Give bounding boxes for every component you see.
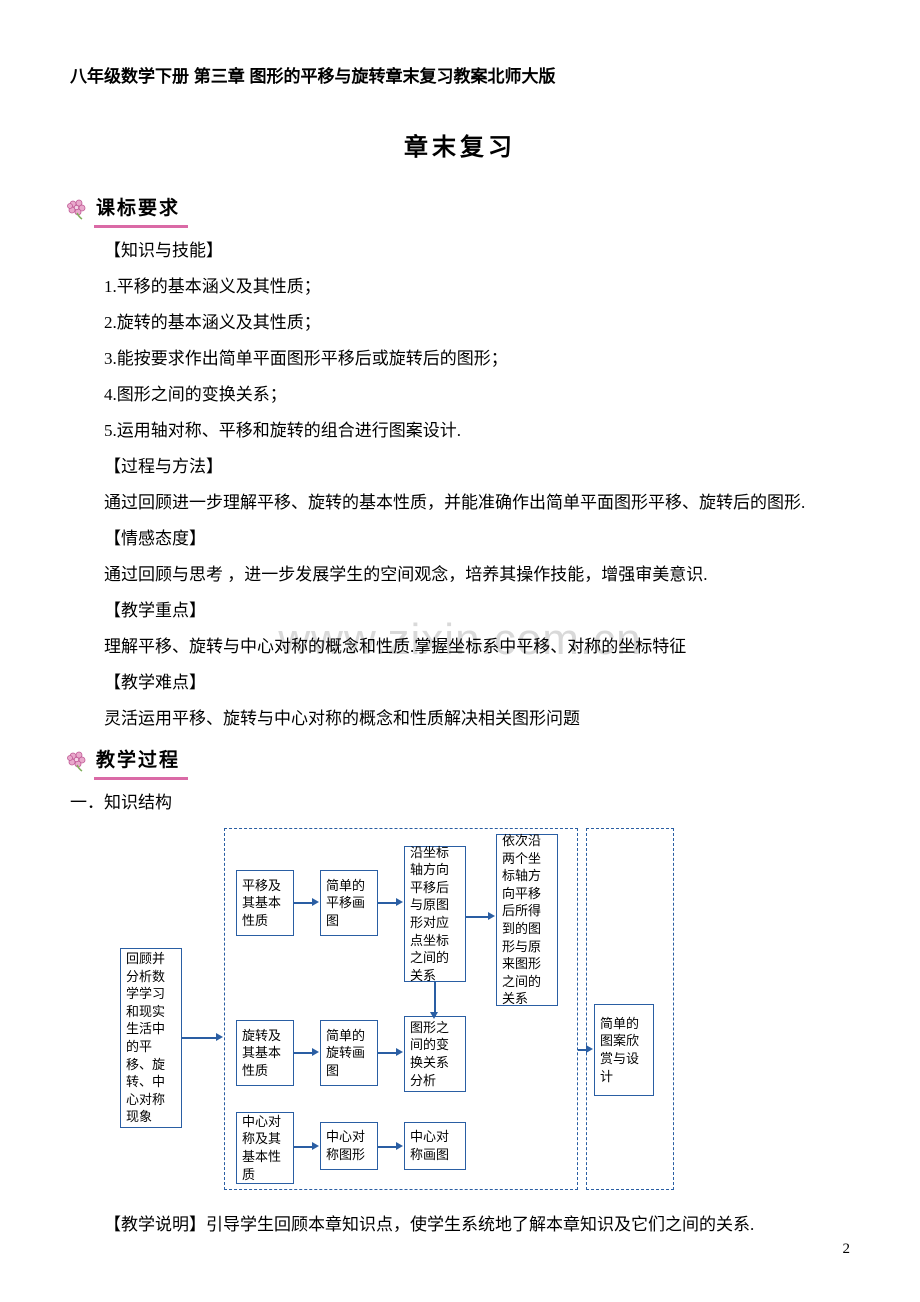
- page-title: 章末复习: [70, 124, 850, 172]
- arrow-head-icon: [396, 1142, 403, 1150]
- arrow-head-icon: [312, 898, 319, 906]
- sub-attitude: 【情感态度】: [70, 522, 850, 556]
- arrow-head-icon: [396, 898, 403, 906]
- flow-node-r2b: 简单的旋转画图: [320, 1020, 378, 1086]
- knowledge-flowchart: 回顾并分析数学学习和现实生活中的平移、旋转、中心对称现象 平移及其基本性质 简单…: [120, 828, 680, 1198]
- flow-node-intro: 回顾并分析数学学习和现实生活中的平移、旋转、中心对称现象: [120, 948, 182, 1128]
- connector-line: [434, 982, 436, 1016]
- arrow: [294, 1146, 314, 1148]
- sub-difficult-point: 【教学难点】: [70, 666, 850, 700]
- arrow-head-icon: [396, 1048, 403, 1056]
- section-underline: [94, 225, 188, 228]
- arrow-head-icon: [312, 1048, 319, 1056]
- body-paragraph: 理解平移、旋转与中心对称的概念和性质.掌握坐标系中平移、对称的坐标特征: [70, 630, 850, 664]
- list-item: 2.旋转的基本涵义及其性质；: [70, 306, 850, 340]
- arrow-head-icon: [430, 1012, 438, 1019]
- arrow-head-icon: [216, 1033, 223, 1041]
- flower-icon: [64, 197, 90, 221]
- flow-node-r1c: 沿坐标轴方向平移后与原图形对应点坐标之间的关系: [404, 846, 466, 982]
- sub-process-method: 【过程与方法】: [70, 450, 850, 484]
- flower-icon: [64, 749, 90, 773]
- flow-node-r3b: 中心对称图形: [320, 1122, 378, 1170]
- section-kebiao-banner: 课标要求: [64, 190, 850, 228]
- arrow: [466, 916, 490, 918]
- flow-node-r3c: 中心对称画图: [404, 1122, 466, 1170]
- list-item: 4.图形之间的变换关系；: [70, 378, 850, 412]
- flow-node-r3a: 中心对称及其基本性质: [236, 1112, 294, 1184]
- arrow: [378, 1052, 398, 1054]
- arrow: [294, 902, 314, 904]
- arrow: [378, 902, 398, 904]
- flow-node-r2a: 旋转及其基本性质: [236, 1020, 294, 1086]
- arrow: [378, 1146, 398, 1148]
- body-paragraph: 通过回顾与思考 ，进一步发展学生的空间观念，培养其操作技能，增强审美意识.: [70, 558, 850, 592]
- body-paragraph: 灵活运用平移、旋转与中心对称的概念和性质解决相关图形问题: [70, 702, 850, 736]
- arrow-head-icon: [586, 1045, 593, 1053]
- flow-node-r1b: 简单的平移画图: [320, 870, 378, 936]
- sub-key-point: 【教学重点】: [70, 594, 850, 628]
- list-item: 1.平移的基本涵义及其性质；: [70, 270, 850, 304]
- arrow-head-icon: [488, 912, 495, 920]
- body-paragraph: 通过回顾进一步理解平移、旋转的基本性质，并能准确作出简单平面图形平移、旋转后的图…: [70, 486, 850, 520]
- flow-node-r1a: 平移及其基本性质: [236, 870, 294, 936]
- list-item: 3.能按要求作出简单平面图形平移后或旋转后的图形；: [70, 342, 850, 376]
- section-jiaoxue-label: 教学过程: [96, 750, 180, 773]
- section-kebiao-label: 课标要求: [96, 198, 180, 221]
- section-jiaoxue-banner: 教学过程: [64, 742, 850, 780]
- sub-knowledge-skill: 【知识与技能】: [70, 234, 850, 268]
- arrow-head-icon: [312, 1142, 319, 1150]
- teaching-note: 【教学说明】引导学生回顾本章知识点，使学生系统地了解本章知识及它们之间的关系.: [70, 1208, 850, 1242]
- list-item: 5.运用轴对称、平移和旋转的组合进行图案设计.: [70, 414, 850, 448]
- document-header: 八年级数学下册 第三章 图形的平移与旋转章末复习教案北师大版: [70, 60, 850, 94]
- knowledge-structure-heading: 一．知识结构: [70, 786, 850, 820]
- arrow: [182, 1037, 218, 1039]
- flow-node-r2c: 图形之间的变换关系分析: [404, 1016, 466, 1092]
- section-underline: [94, 777, 188, 780]
- flow-node-r1d: 依次沿两个坐标轴方向平移后所得到的图形与原来图形之间的关系: [496, 834, 558, 1006]
- arrow: [294, 1052, 314, 1054]
- flow-node-end: 简单的图案欣赏与设计: [594, 1004, 654, 1096]
